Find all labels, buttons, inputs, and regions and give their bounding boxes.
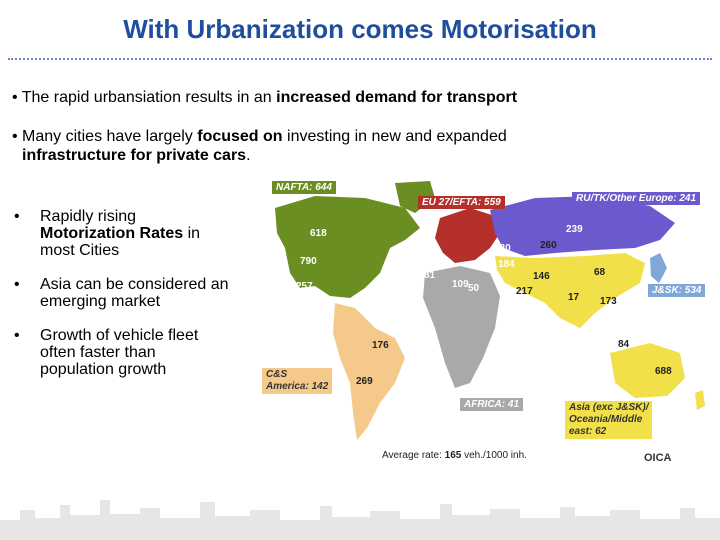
list-item: • Asia can be considered an emerging mar… xyxy=(14,276,264,310)
bullet-infra-post: investing in new and expanded xyxy=(282,128,507,145)
map-value: 618 xyxy=(310,228,327,239)
bullet-infra-line2-post: . xyxy=(246,147,251,164)
map-value: 257 xyxy=(296,281,313,292)
item-text: emerging market xyxy=(40,293,161,310)
map-value: 109 xyxy=(452,279,469,290)
north-america-shape xyxy=(275,196,420,298)
asia-shape xyxy=(495,253,645,328)
slide-title: With Urbanization comes Motorisation xyxy=(123,14,597,44)
bullet-demand: • The rapid urbansiation results in an i… xyxy=(12,88,517,107)
bullet-infra-text: • Many cities have largely xyxy=(12,128,198,145)
africa-shape xyxy=(423,266,500,388)
map-value: 180 xyxy=(494,243,511,254)
bullet-demand-text: • The rapid urbansiation results in an xyxy=(12,89,277,106)
new-zealand-shape xyxy=(695,390,705,410)
bullet-infra-line2-bold: infrastructure for private cars xyxy=(22,147,247,164)
map-value: 146 xyxy=(533,271,550,282)
bullet-infra-bold: focused on xyxy=(197,128,283,145)
europe-shape xyxy=(435,208,500,263)
bullet-infrastructure: • Many cities have largely focused on in… xyxy=(12,127,592,165)
australia-shape xyxy=(610,343,685,398)
item-text: Growth of vehicle fleet xyxy=(40,327,199,344)
world-motorization-map xyxy=(275,181,705,440)
average-value: 165 xyxy=(444,450,462,461)
region-label-russia: RU/TK/Other Europe: 241 xyxy=(572,192,701,205)
map-value: 169 xyxy=(484,376,501,387)
item-text: Rapidly rising xyxy=(40,208,137,225)
region-label-africa: AFRICA: 41 xyxy=(460,398,524,411)
item-text: often faster than xyxy=(40,344,156,361)
region-label-line: Oceania/Middle xyxy=(569,414,643,425)
map-value: 790 xyxy=(300,256,317,267)
region-label-nafta: NAFTA: 644 xyxy=(272,181,336,194)
list-item: • Rapidly rising Motorization Rates in m… xyxy=(14,208,264,259)
city-skyline-decoration xyxy=(0,500,720,540)
title-divider xyxy=(8,58,712,60)
region-label-eu: EU 27/EFTA: 559 xyxy=(418,196,505,209)
item-text: in xyxy=(183,225,201,242)
map-value: 269 xyxy=(356,376,373,387)
map-value: 184 xyxy=(498,259,515,270)
region-label-south-america: C&S America: 142 xyxy=(262,368,333,394)
item-text: Asia can be considered an xyxy=(40,276,229,293)
bullet-dot: • xyxy=(14,208,20,225)
map-value: 84 xyxy=(618,339,630,350)
map-value: 260 xyxy=(540,240,557,251)
map-value: 68 xyxy=(594,267,606,278)
map-value: 217 xyxy=(516,286,533,297)
russia-shape xyxy=(490,196,675,256)
source-logo: OICA xyxy=(644,452,672,464)
map-value: 688 xyxy=(655,366,672,377)
map-value: 81 xyxy=(424,270,436,281)
item-bold: Motorization Rates xyxy=(40,225,184,242)
region-label-line: Asia (exc J&SK)/ xyxy=(569,402,649,413)
map-value: 17 xyxy=(568,292,580,303)
average-rate: Average rate: 165 veh./1000 inh. xyxy=(382,450,527,461)
left-bullet-list: • Rapidly rising Motorization Rates in m… xyxy=(14,208,264,395)
average-prefix: Average rate: xyxy=(382,450,445,461)
map-value: 173 xyxy=(600,296,617,307)
region-label-line: C&S xyxy=(266,369,288,380)
map-value: 239 xyxy=(566,224,583,235)
japan-korea-shape xyxy=(650,253,667,283)
region-label-line: America: 142 xyxy=(266,381,329,392)
south-america-shape xyxy=(333,303,405,440)
bullet-dot: • xyxy=(14,327,20,344)
item-text: most Cities xyxy=(40,242,120,259)
region-label-japan-korea: J&SK: 534 xyxy=(648,284,706,297)
map-value: 176 xyxy=(372,340,389,351)
average-suffix: veh./1000 inh. xyxy=(461,450,527,461)
bullet-demand-bold: increased demand for transport xyxy=(276,89,518,106)
list-item: • Growth of vehicle fleet often faster t… xyxy=(14,327,264,378)
item-text: population growth xyxy=(40,361,167,378)
region-label-line: east: 62 xyxy=(569,426,607,437)
bullet-dot: • xyxy=(14,276,20,293)
region-label-asia: Asia (exc J&SK)/ Oceania/Middle east: 62 xyxy=(565,401,653,439)
map-value: 50 xyxy=(468,283,480,294)
